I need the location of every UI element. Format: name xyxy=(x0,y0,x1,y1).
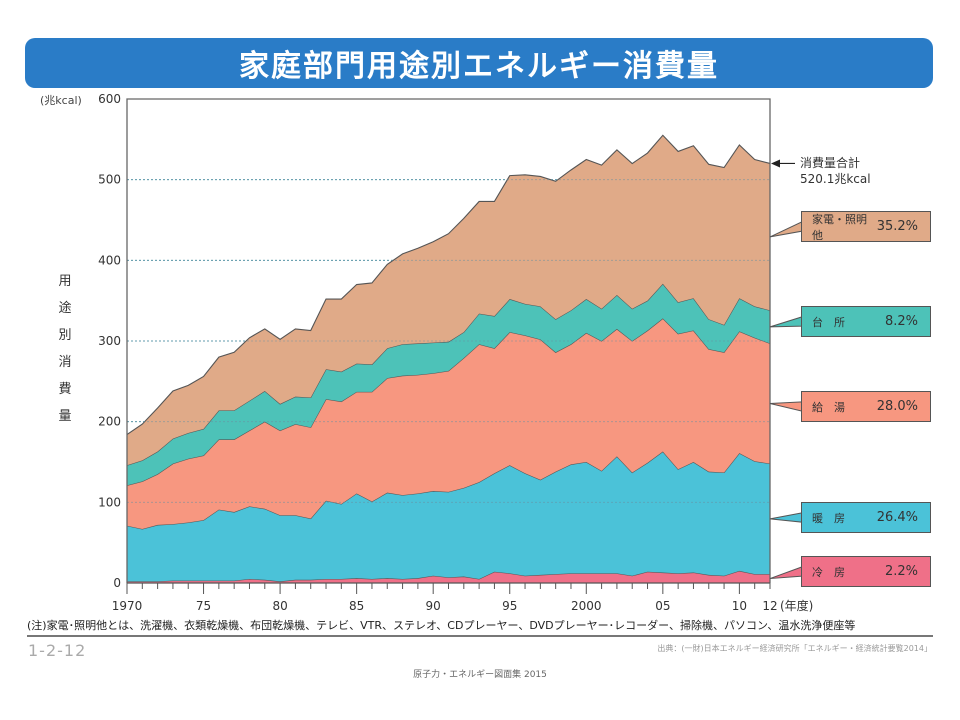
y-tick-label: 100 xyxy=(98,495,121,509)
x-tick-label: 85 xyxy=(349,599,364,613)
x-tick-label: 75 xyxy=(196,599,211,613)
callout-pointer xyxy=(769,512,803,523)
callout-label: 暖 房 xyxy=(812,511,845,525)
callout-pointers xyxy=(769,159,803,580)
footnote: (注)家電･照明他とは、洗濯機、衣類乾燥機、布団乾燥機、テレビ、VTR、ステレオ… xyxy=(27,619,856,632)
callout-percent: 35.2% xyxy=(876,219,918,234)
callout-percent: 26.4% xyxy=(876,510,918,525)
y-tick-label: 500 xyxy=(98,173,121,187)
callout-label: 家電・照明他 xyxy=(812,212,867,242)
x-tick-label: 90 xyxy=(426,599,441,613)
y-axis-unit: (兆kcal) xyxy=(40,94,82,107)
area-kitchen xyxy=(127,283,770,486)
callout-label: 給 湯 xyxy=(812,400,845,414)
y-axis-title-char: 途 xyxy=(58,301,72,316)
callout-pointer xyxy=(769,316,803,328)
source-citation: 出典：(一財)日本エネルギー経済研究所「エネルギー・経済統計要覧2014」 xyxy=(657,644,932,653)
x-tick-label: 80 xyxy=(272,599,287,613)
y-axis-title-char: 別 xyxy=(58,328,72,343)
total-annotation-title: 消費量合計 xyxy=(800,156,861,170)
y-axis-title-char: 費 xyxy=(58,382,72,397)
callout-percent: 8.2% xyxy=(884,314,918,329)
page-title: 家庭部門用途別エネルギー消費量 xyxy=(239,49,719,84)
area-series xyxy=(126,134,771,583)
y-axis-title-char: 量 xyxy=(58,409,72,424)
total-annotation-value: 520.1兆kcal xyxy=(800,172,871,186)
y-tick-label: 600 xyxy=(98,92,121,106)
area-appliances-outline xyxy=(126,134,771,436)
axis-ticks: 0 100 200 300 400 500 600 1970 75 80 85 90 95 2000 05 1… xyxy=(98,92,778,613)
x-axis-unit: (年度) xyxy=(780,598,813,613)
area-heating xyxy=(127,451,770,582)
area-appliances xyxy=(127,135,770,466)
divider xyxy=(27,635,933,637)
callout-label: 台 所 xyxy=(812,315,845,329)
y-axis-title-char: 消 xyxy=(58,355,72,370)
callout-percent: 2.2% xyxy=(884,564,918,579)
callout-pointer xyxy=(769,401,803,412)
y-tick-label: 400 xyxy=(98,253,121,267)
y-tick-label: 300 xyxy=(98,334,121,348)
y-tick-label: 200 xyxy=(98,415,121,429)
callout-cooling: 冷 房 2.2% xyxy=(801,556,931,587)
callout-label: 冷 房 xyxy=(812,565,845,579)
y-axis-title: 用 途 別 消 費 量 xyxy=(58,268,72,430)
callout-kitchen: 台 所 8.2% xyxy=(801,306,931,337)
figure-code: 1-2-12 xyxy=(28,641,87,660)
callout-heating: 暖 房 26.4% xyxy=(801,502,931,533)
callout-hot-water: 給 湯 28.0% xyxy=(801,391,931,422)
title-banner: 家庭部門用途別エネルギー消費量 xyxy=(25,38,933,88)
area-hot-water xyxy=(127,318,770,529)
y-tick-label: 0 xyxy=(113,576,121,590)
x-tick-label: 2000 xyxy=(571,599,602,613)
y-axis-title-char: 用 xyxy=(58,274,72,289)
x-tick-label: 10 xyxy=(732,599,747,613)
x-tick-label: 1970 xyxy=(112,599,143,613)
total-annotation: 消費量合計 520.1兆kcal xyxy=(800,155,871,187)
area-cooling xyxy=(127,570,770,583)
x-tick-label: 12 xyxy=(762,599,777,613)
x-tick-label: 95 xyxy=(502,599,517,613)
callout-percent: 28.0% xyxy=(876,399,918,414)
callout-pointer xyxy=(769,566,803,580)
x-tick-label: 05 xyxy=(655,599,670,613)
plot-border xyxy=(126,98,771,583)
callout-appliances: 家電・照明他 35.2% xyxy=(801,211,931,242)
x-axis-unit-label: (年度) xyxy=(780,598,813,613)
page-footer: 原子力・エネルギー図面集 2015 xyxy=(413,670,547,680)
callout-pointer xyxy=(769,221,803,238)
total-arrow-head xyxy=(771,159,780,168)
